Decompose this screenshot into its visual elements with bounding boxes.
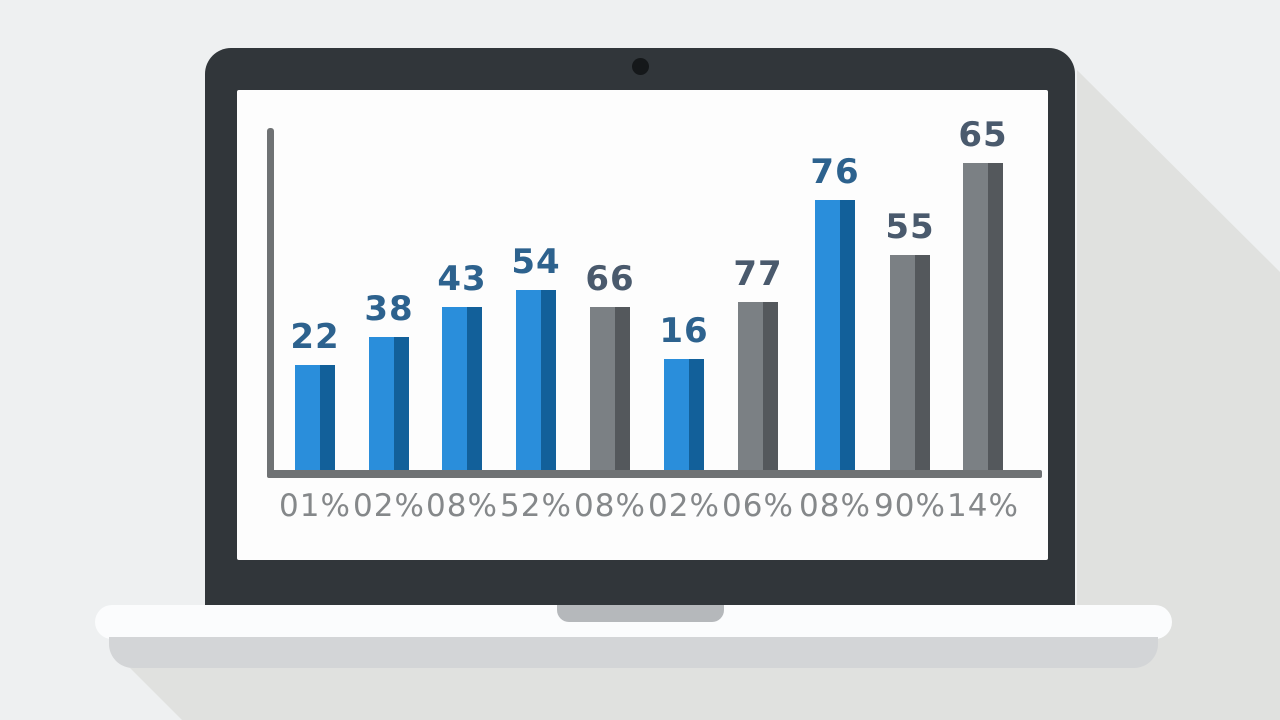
bar-value-label: 38 [364, 289, 414, 329]
bar-value-label: 66 [585, 259, 635, 299]
bar-face-light [442, 307, 467, 470]
x-axis-tick-label: 02% [648, 488, 720, 524]
bar-group: 76 08% [799, 90, 870, 560]
shadow-polygon [130, 70, 1280, 720]
bar [738, 302, 778, 470]
bar-face-light [369, 337, 394, 470]
x-axis-tick-label: 06% [722, 488, 794, 524]
bar [369, 337, 409, 470]
webcam-icon [632, 58, 649, 75]
laptop-lid-notch [557, 605, 724, 622]
x-axis-tick-label: 08% [574, 488, 646, 524]
bar [890, 255, 930, 470]
bar-face-dark [988, 163, 1003, 470]
laptop-base-top-surface [95, 605, 1172, 639]
laptop-base-front-edge [109, 637, 1158, 668]
bar-face-dark [615, 307, 630, 470]
bar-group: 65 14% [947, 90, 1018, 560]
bar-group: 77 06% [722, 90, 793, 560]
bar [664, 359, 704, 470]
bar-face-light [295, 365, 320, 470]
chart-x-axis [267, 470, 1042, 478]
bar-face-dark [915, 255, 930, 470]
bar-group: 16 02% [648, 90, 719, 560]
bar [963, 163, 1003, 470]
bar-face-dark [763, 302, 778, 470]
bar-value-label: 43 [437, 259, 487, 299]
x-axis-tick-label: 90% [874, 488, 946, 524]
bar-group: 66 08% [574, 90, 645, 560]
laptop-screen: 22 01% 38 02% 43 08% 54 52% 66 [237, 90, 1048, 560]
laptop-screen-bezel: 22 01% 38 02% 43 08% 54 52% 66 [205, 48, 1075, 605]
bar-face-light [963, 163, 988, 470]
bar-face-light [890, 255, 915, 470]
x-axis-tick-label: 08% [799, 488, 871, 524]
x-axis-tick-label: 52% [500, 488, 572, 524]
bar-face-dark [467, 307, 482, 470]
bar-face-light [738, 302, 763, 470]
x-axis-tick-label: 01% [279, 488, 351, 524]
bar-chart: 22 01% 38 02% 43 08% 54 52% 66 [237, 90, 1048, 560]
chart-y-axis [267, 128, 274, 478]
bar-value-label: 54 [511, 242, 561, 282]
x-axis-tick-label: 02% [353, 488, 425, 524]
bar-group: 54 52% [500, 90, 571, 560]
bar [516, 290, 556, 470]
bar-value-label: 22 [290, 317, 340, 357]
bar-face-light [664, 359, 689, 470]
bar-face-dark [320, 365, 335, 470]
bar-face-light [590, 307, 615, 470]
bar-group: 43 08% [426, 90, 497, 560]
bar-face-light [815, 200, 840, 470]
laptop-base [95, 605, 1172, 668]
bar-face-dark [394, 337, 409, 470]
bar-value-label: 55 [885, 207, 935, 247]
bar-face-light [516, 290, 541, 470]
bar-group: 55 90% [874, 90, 945, 560]
bar-value-label: 16 [659, 311, 709, 351]
x-axis-tick-label: 14% [947, 488, 1019, 524]
bar [295, 365, 335, 470]
bar [815, 200, 855, 470]
bar-face-dark [840, 200, 855, 470]
bar [590, 307, 630, 470]
bar-group: 38 02% [353, 90, 424, 560]
bar-face-dark [541, 290, 556, 470]
x-axis-tick-label: 08% [426, 488, 498, 524]
bar-value-label: 65 [958, 115, 1008, 155]
bar-value-label: 76 [810, 152, 860, 192]
bar-group: 22 01% [279, 90, 350, 560]
bar [442, 307, 482, 470]
bar-face-dark [689, 359, 704, 470]
bar-value-label: 77 [733, 254, 783, 294]
